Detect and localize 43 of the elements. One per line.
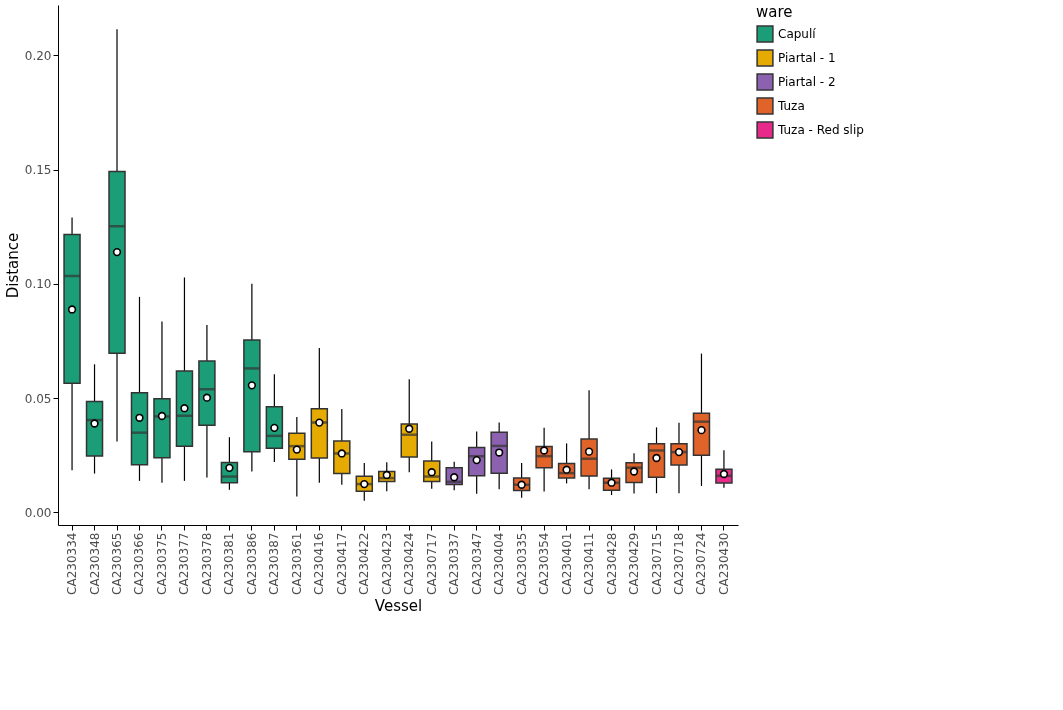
x-tick-label: CA230361 [289,532,304,595]
x-tick-label: CA230377 [177,532,192,595]
x-tick-label: CA230724 [694,532,709,595]
legend-label: Capulí [778,27,817,41]
y-tick-label: 0.00 [24,505,52,520]
x-tick-label: CA230429 [627,532,642,595]
x-axis-title: Vessel [374,596,423,615]
x-tick-label: CA230387 [267,532,282,595]
legend-label: Piartal - 1 [778,51,836,65]
x-tick-label: CA230375 [154,532,169,595]
x-tick-label: CA230428 [604,532,619,595]
x-tick-label: CA230417 [334,532,349,595]
y-tick-label: 0.05 [24,391,52,406]
x-tick-label: CA230348 [87,532,102,595]
y-tick-label: 0.15 [24,163,52,178]
x-tick-label: CA230715 [649,532,664,595]
x-tick-label: CA230366 [132,532,147,595]
x-tick-label: CA230717 [424,532,439,595]
x-tick-label: CA230337 [447,532,462,595]
x-tick-label: CA230365 [110,532,125,595]
x-tick-label: CA230347 [469,532,484,595]
y-tick-label: 0.10 [24,277,52,292]
x-tick-label: CA230430 [716,532,731,595]
x-tick-label: CA230378 [199,532,214,595]
x-tick-label: CA230411 [582,532,597,595]
x-tick-label: CA230401 [559,532,574,595]
x-tick-label: CA230334 [65,532,80,595]
x-tick-label: CA230424 [402,532,417,595]
x-tick-label: CA230423 [379,532,394,595]
x-tick-label: CA230335 [514,532,529,595]
y-axis-title: Distance [3,232,22,299]
x-tick-label: CA230422 [357,532,372,595]
legend-title: ware [756,3,793,21]
x-tick-label: CA230416 [312,532,327,595]
x-tick-label: CA230718 [671,532,686,595]
y-tick-label: 0.20 [24,48,52,63]
legend-label: Piartal - 2 [778,75,836,89]
legend-label: Tuza [777,99,805,113]
legend-label: Tuza - Red slip [777,123,864,137]
x-tick-label: CA230381 [222,532,237,595]
x-tick-label: CA230354 [537,532,552,595]
x-tick-label: CA230386 [244,532,259,595]
x-tick-label: CA230404 [492,532,507,595]
